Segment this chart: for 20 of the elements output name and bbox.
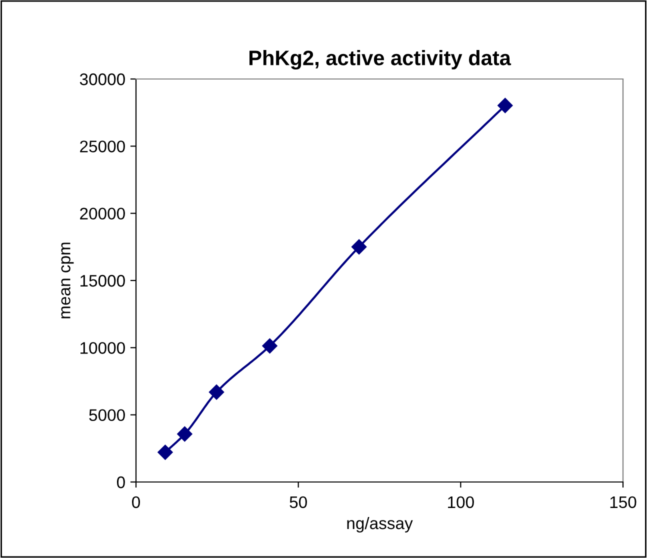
point — [262, 338, 278, 354]
point — [208, 384, 224, 400]
y-tick-label: 0 — [116, 476, 125, 488]
y-axis-title: mean cpm — [61, 242, 74, 318]
x-tick-label: 0 — [132, 496, 140, 508]
y-tick-label: 15000 — [80, 274, 125, 287]
chart-title: PhKg2, active activity data — [249, 50, 512, 70]
y-tick-label: 10000 — [80, 342, 125, 354]
point — [498, 98, 513, 114]
y-tick-label: 5000 — [89, 409, 125, 422]
x-tick-label: 150 — [610, 496, 636, 508]
x-tick-label: 50 — [290, 496, 307, 508]
y-tick-label: 25000 — [80, 140, 125, 152]
x-tick-label: 100 — [448, 496, 474, 508]
point — [158, 444, 173, 460]
point — [351, 239, 367, 254]
point — [177, 426, 192, 442]
x-axis-title: ng/assay — [347, 516, 413, 533]
y-tick-label: 20000 — [80, 208, 125, 220]
y-tick-label: 30000 — [80, 73, 125, 86]
